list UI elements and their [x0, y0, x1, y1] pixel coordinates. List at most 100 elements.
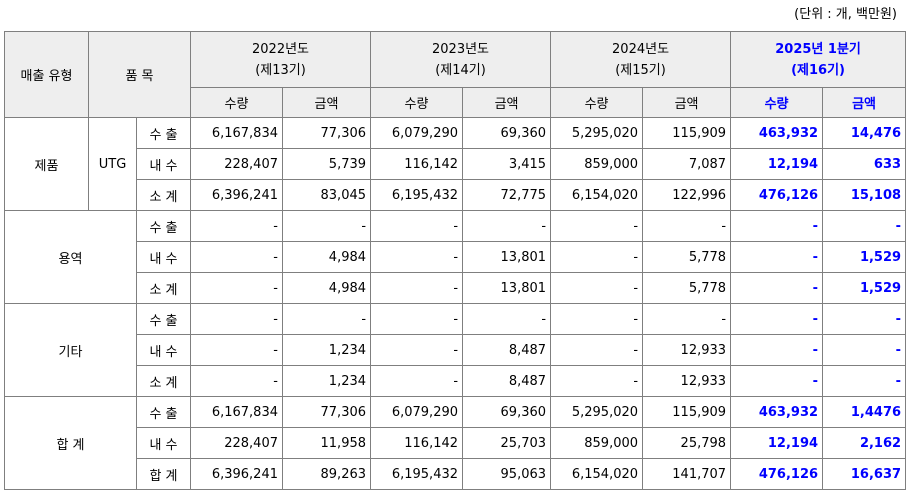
qty-cell: 6,167,834: [190, 117, 283, 149]
row-label-cell: 수 출: [136, 117, 191, 149]
amount-cell: 95,063: [462, 458, 552, 490]
year-label: 2024년도: [612, 41, 670, 57]
qty-cell: -: [730, 241, 824, 273]
amount-cell: -: [822, 334, 907, 366]
header-amount: 금액: [462, 87, 552, 118]
qty-cell: 6,195,432: [370, 179, 464, 211]
amount-cell: 83,045: [281, 179, 372, 211]
qty-cell: 463,932: [730, 117, 824, 149]
header-year-2024: 2024년도 (제15기): [550, 31, 732, 88]
amount-cell: 77,306: [281, 396, 372, 428]
amount-cell: 115,909: [642, 396, 732, 428]
table-header: 매출 유형 품 목 2022년도 (제13기) 2023년도 (제14기) 20…: [4, 31, 907, 118]
qty-cell: -: [190, 334, 283, 366]
row-label-cell: 소 계: [136, 365, 191, 397]
sales-table: 매출 유형 품 목 2022년도 (제13기) 2023년도 (제14기) 20…: [4, 31, 907, 490]
table-row: 기타 수 출--------: [4, 303, 907, 397]
amount-cell: -: [281, 210, 372, 242]
qty-cell: 12,194: [730, 427, 824, 459]
sales-type-cell: 용역: [4, 210, 137, 304]
year-label: 2022년도: [252, 41, 310, 57]
amount-cell: -: [642, 210, 732, 242]
qty-cell: -: [550, 365, 644, 397]
table-row: 내 수 228,407 11,958 116,142 25,703 859,000 25,7…: [5, 427, 907, 459]
amount-cell: 5,778: [642, 272, 732, 304]
qty-cell: 116,142: [370, 427, 464, 459]
year-label: 2025년 1분기: [775, 41, 861, 57]
table-row: 용역 수 출--------: [4, 210, 907, 304]
qty-cell: 476,126: [730, 179, 824, 211]
header-qty: 수량: [550, 87, 644, 118]
header-year-2023: 2023년도 (제14기): [370, 31, 552, 88]
amount-cell: 7,087: [642, 148, 732, 180]
qty-cell: -: [550, 272, 644, 304]
header-amount: 금액: [822, 87, 907, 118]
header-year-2022: 2022년도 (제13기): [189, 31, 372, 88]
qty-cell: -: [370, 365, 464, 397]
row-label-cell: 수 출: [136, 303, 191, 335]
amount-cell: 16,637: [822, 458, 907, 490]
row-label-cell: 소 계: [136, 272, 191, 304]
table-row: 소 계 -4,984-13,801-5,778-1,529: [5, 272, 907, 304]
qty-cell: 6,154,020: [550, 458, 644, 490]
row-label-cell: 내 수: [136, 427, 191, 459]
row-label-cell: 내 수: [136, 148, 191, 180]
year-label: 2023년도: [432, 41, 490, 57]
amount-cell: 8,487: [462, 365, 552, 397]
qty-cell: 6,154,020: [550, 179, 644, 211]
qty-cell: -: [190, 241, 283, 273]
qty-cell: -: [550, 241, 644, 273]
qty-cell: 476,126: [730, 458, 824, 490]
qty-cell: -: [370, 334, 464, 366]
qty-cell: 463,932: [730, 396, 824, 428]
amount-cell: 1,234: [281, 334, 372, 366]
amount-cell: 5,778: [642, 241, 732, 273]
row-label-cell: 수 출: [136, 210, 191, 242]
amount-cell: 72,775: [462, 179, 552, 211]
table-row: 소 계 -1,234-8,487-12,933- -: [5, 365, 907, 397]
table-row: 내 수 -4,984-13,801-5,778-1,529: [5, 241, 907, 273]
amount-cell: 1,529: [822, 272, 907, 304]
qty-cell: 228,407: [190, 427, 283, 459]
qty-cell: -: [550, 210, 644, 242]
qty-cell: 6,396,241: [190, 458, 283, 490]
amount-cell: 89,263: [281, 458, 372, 490]
amount-cell: 69,360: [462, 396, 552, 428]
amount-cell: 3,415: [462, 148, 552, 180]
qty-cell: 859,000: [550, 148, 644, 180]
amount-cell: 25,703: [462, 427, 552, 459]
qty-cell: 6,079,290: [370, 396, 464, 428]
amount-cell: -: [462, 303, 552, 335]
amount-cell: 1,529: [822, 241, 907, 273]
amount-cell: 4,984: [281, 272, 372, 304]
qty-cell: -: [190, 303, 283, 335]
qty-cell: 12,194: [730, 148, 824, 180]
amount-cell: 141,707: [642, 458, 732, 490]
qty-cell: 6,167,834: [190, 396, 283, 428]
term-label: (제14기): [435, 62, 486, 78]
header-amount: 금액: [281, 87, 372, 118]
header-qty: 수량: [370, 87, 464, 118]
table-row: 내 수 -1,234-8,487-12,933- -: [5, 334, 907, 366]
qty-cell: -: [730, 303, 824, 335]
qty-cell: 116,142: [370, 148, 464, 180]
qty-cell: -: [370, 272, 464, 304]
amount-cell: 11,958: [281, 427, 372, 459]
table-row: 합 계 6,396,241 89,263 6,195,432 95,063 6,154,0…: [5, 458, 907, 490]
row-label-cell: 내 수: [136, 241, 191, 273]
qty-cell: 6,195,432: [370, 458, 464, 490]
amount-cell: 2,162: [822, 427, 907, 459]
header-sales-type: 매출 유형: [4, 31, 89, 118]
header-amount: 금액: [642, 87, 732, 118]
amount-cell: -: [822, 210, 907, 242]
amount-cell: 115,909: [642, 117, 732, 149]
amount-cell: 13,801: [462, 241, 552, 273]
row-label-cell: 합 계: [136, 458, 191, 490]
amount-cell: 8,487: [462, 334, 552, 366]
qty-cell: -: [370, 210, 464, 242]
sales-type-cell: 기타: [4, 303, 137, 397]
qty-cell: -: [190, 365, 283, 397]
qty-cell: 859,000: [550, 427, 644, 459]
amount-cell: 15,108: [822, 179, 907, 211]
